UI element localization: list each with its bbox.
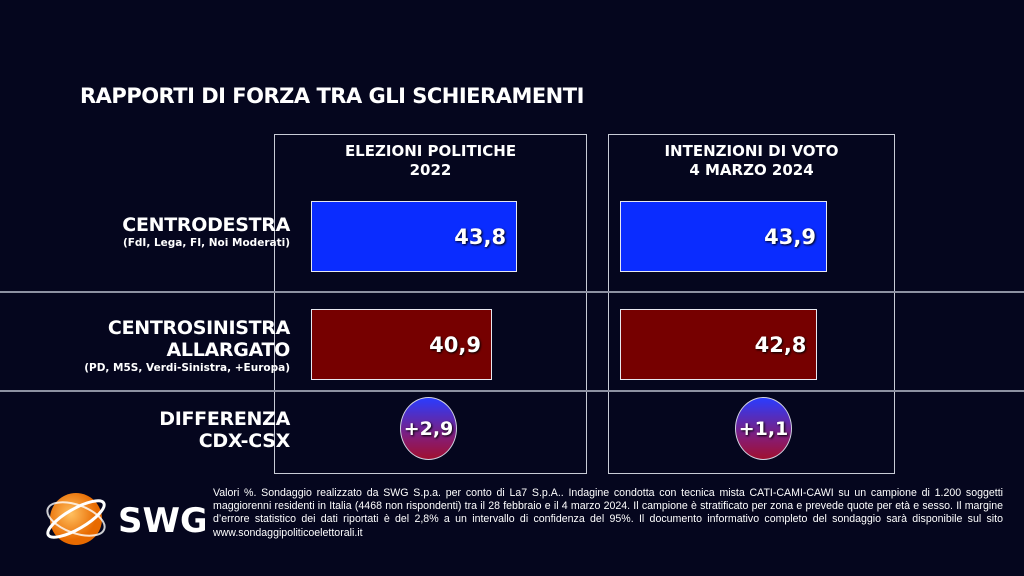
difference-badge: +1,1 — [735, 397, 792, 460]
row-label-title: CENTROSINISTRA — [107, 317, 290, 339]
row-label-centrodestra: CENTRODESTRA (FdI, Lega, FI, Noi Moderati… — [122, 214, 290, 250]
difference-badge: +2,9 — [400, 397, 457, 460]
svg-text:SWG: SWG — [118, 501, 205, 541]
column-header-line: INTENZIONI DI VOTO — [664, 142, 839, 160]
row-divider — [0, 291, 1024, 293]
page-title: RAPPORTI DI FORZA TRA GLI SCHIERAMENTI — [80, 84, 584, 108]
bar-value-label: 40,9 — [429, 332, 481, 357]
row-label-title: ALLARGATO — [166, 339, 291, 361]
row-label-title: CDX-CSX — [198, 430, 291, 452]
row-label-centrosinistra: CENTROSINISTRA ALLARGATO (PD, M5S, Verdi-S… — [84, 317, 290, 375]
bar: 43,9 — [620, 201, 827, 272]
bar-value-label: 42,8 — [754, 332, 807, 357]
column-header-line: 2022 — [409, 161, 452, 179]
bar-value-label: 43,8 — [454, 224, 507, 249]
globe-icon — [50, 493, 102, 545]
row-label-differenza: DIFFERENZA CDX-CSX — [159, 408, 290, 452]
row-label-title: CENTRODESTRA — [122, 214, 290, 236]
row-label-sub: (PD, M5S, Verdi-Sinistra, +Europa) — [84, 362, 290, 374]
row-divider — [0, 390, 1024, 392]
row-label-title: DIFFERENZA — [159, 408, 290, 430]
bar-value-label: 43,9 — [764, 224, 816, 249]
column-box-2024 — [608, 134, 895, 474]
column-header-line: 4 MARZO 2024 — [689, 161, 814, 179]
bar: 42,8 — [620, 309, 818, 380]
row-label-sub: (FdI, Lega, FI, Noi Moderati) — [122, 237, 290, 249]
bar: 40,9 — [311, 309, 492, 380]
swg-logo: SWG — [46, 493, 205, 545]
column-header-2024: INTENZIONI DI VOTO 4 MARZO 2024 — [608, 142, 895, 180]
column-header-2022: ELEZIONI POLITICHE 2022 — [274, 142, 587, 180]
column-header-line: ELEZIONI POLITICHE — [344, 142, 517, 160]
column-box-2022 — [274, 134, 587, 474]
bar: 43,8 — [311, 201, 518, 272]
methodology-note: Valori %. Sondaggio realizzato da SWG S.… — [213, 487, 1003, 539]
